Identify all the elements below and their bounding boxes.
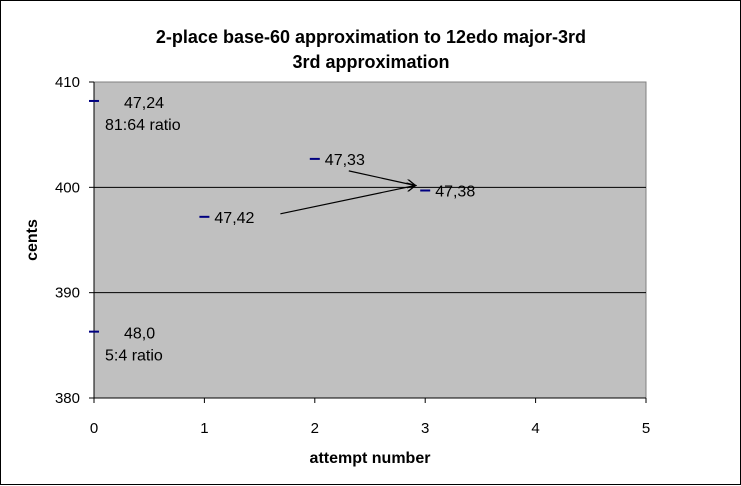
x-tick-label: 4 bbox=[531, 420, 539, 437]
y-tick-label: 390 bbox=[55, 285, 80, 302]
data-label: 47,33 bbox=[325, 152, 365, 169]
y-axis-title: cents bbox=[24, 219, 41, 261]
x-tick-labels: 0 1 2 3 4 5 bbox=[90, 420, 650, 437]
x-tick-label: 5 bbox=[642, 420, 650, 437]
axes bbox=[89, 81, 647, 403]
data-note: 81:64 ratio bbox=[105, 117, 181, 134]
y-tick-labels: 380 390 400 410 bbox=[55, 74, 80, 407]
y-tick-label: 380 bbox=[55, 390, 80, 407]
chart-subtitle: 3rd approximation bbox=[292, 52, 449, 72]
data-label: 48,0 bbox=[124, 326, 155, 343]
data-note: 5:4 ratio bbox=[105, 348, 163, 365]
x-tick-label: 2 bbox=[311, 420, 319, 437]
annotation-arrow bbox=[280, 185, 415, 215]
x-tick-label: 1 bbox=[200, 420, 208, 437]
gridlines bbox=[94, 186, 646, 294]
y-tick-label: 400 bbox=[55, 179, 80, 196]
data-label: 47,42 bbox=[214, 210, 254, 227]
x-axis-title: attempt number bbox=[310, 450, 431, 467]
data-label: 47,24 bbox=[124, 95, 164, 112]
chart-title: 2-place base-60 approximation to 12edo m… bbox=[156, 27, 586, 47]
x-tick-label: 0 bbox=[90, 420, 98, 437]
annotation-arrows bbox=[280, 170, 415, 215]
plot-area bbox=[93, 81, 647, 399]
annotation-arrow bbox=[348, 170, 415, 186]
x-tick-label: 3 bbox=[421, 420, 429, 437]
data-labels: 47,24 81:64 ratio 48,0 5:4 ratio 47,42 47,33 4… bbox=[105, 95, 475, 365]
data-points bbox=[89, 99, 431, 333]
y-tick-label: 410 bbox=[55, 74, 80, 91]
data-label: 47,38 bbox=[435, 183, 475, 200]
